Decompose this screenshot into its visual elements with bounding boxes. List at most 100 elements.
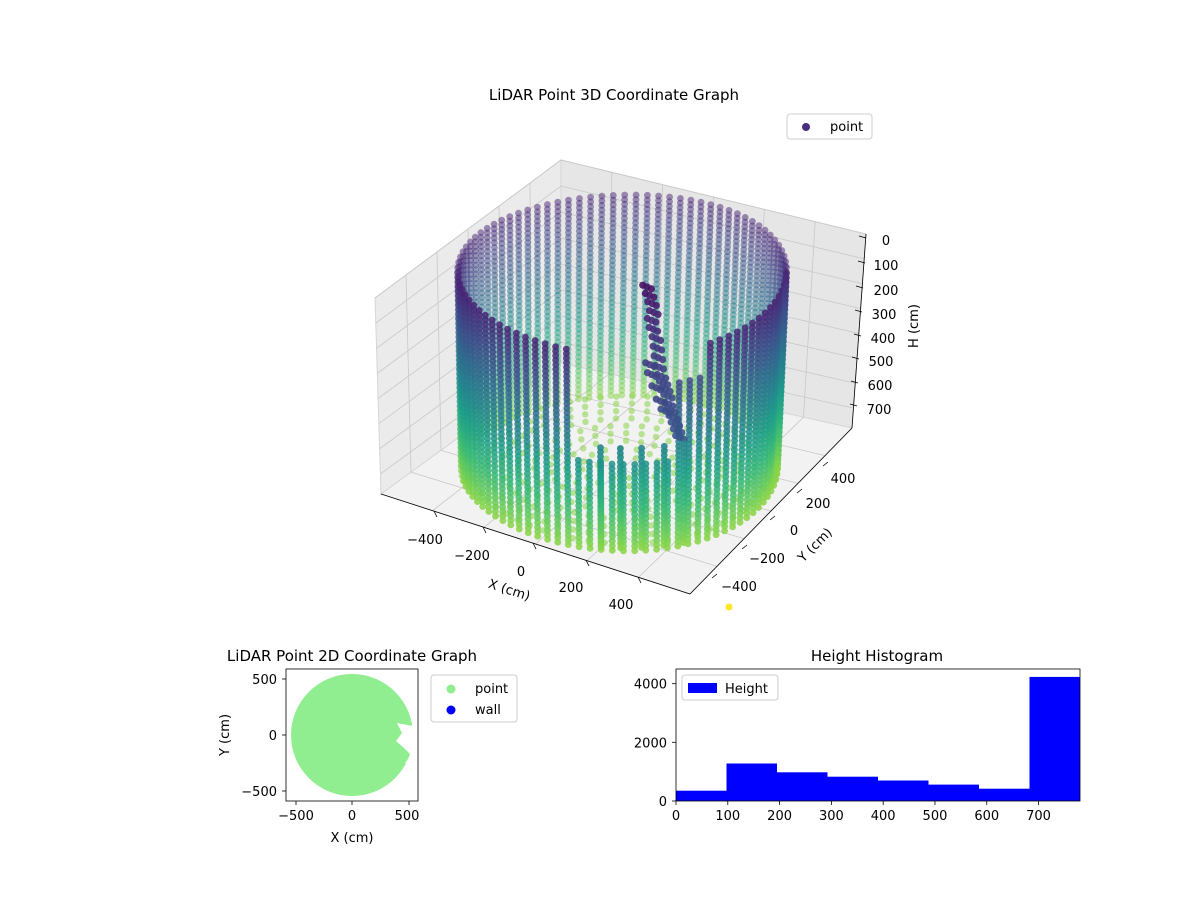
x-tick-label: −200 — [454, 549, 490, 564]
wall-point — [554, 292, 562, 299]
wall-point — [575, 372, 582, 379]
wall-point — [682, 349, 690, 356]
wall-point — [620, 252, 628, 259]
histogram-bar — [979, 788, 1030, 801]
wall-point — [534, 227, 541, 234]
floor-point — [625, 474, 633, 482]
x-tick-mark — [433, 510, 438, 518]
point-disc — [291, 674, 413, 796]
wall-point — [565, 243, 572, 251]
wall-point — [484, 289, 492, 297]
wall-point — [575, 339, 583, 347]
wall-point — [515, 293, 523, 301]
wall-point — [534, 278, 541, 285]
y-tick-label: 200 — [806, 497, 831, 512]
wall-point — [575, 395, 582, 403]
wall-point — [575, 293, 583, 300]
floor-point — [597, 409, 604, 416]
wall-point — [565, 201, 572, 209]
wall-point — [586, 245, 594, 252]
floor-point — [591, 424, 599, 432]
wall-point — [474, 498, 481, 505]
wall-point — [609, 238, 617, 246]
wall-point — [586, 333, 593, 341]
wall-point — [608, 317, 616, 325]
wall-point — [554, 538, 562, 546]
floor-point — [644, 393, 651, 400]
wall-point — [608, 327, 615, 334]
floor-point — [670, 487, 677, 494]
wall-point — [609, 196, 617, 204]
y-axis-label-2d: Y (cm) — [218, 714, 233, 757]
wall-point — [619, 298, 627, 306]
histogram-bar — [777, 772, 828, 801]
wall-point — [630, 298, 638, 306]
wall-point — [575, 241, 583, 249]
wall-point — [544, 243, 551, 250]
wall-point — [608, 336, 615, 344]
wall-point — [515, 251, 523, 259]
z-tick-mark — [851, 356, 860, 360]
wall-point — [685, 266, 693, 273]
wall-point — [714, 272, 721, 280]
floor-point — [646, 450, 653, 458]
floor-point — [651, 442, 658, 449]
floor-point — [581, 396, 589, 403]
wall-point — [575, 325, 583, 333]
wall-point — [586, 231, 594, 238]
wall-point — [575, 386, 582, 393]
point-cloud-foreground-structure — [597, 281, 688, 552]
wall-point — [736, 519, 744, 526]
wall-point — [515, 260, 523, 268]
floor-point — [632, 455, 639, 462]
wall-point — [653, 257, 661, 265]
histogram-y-ticks: 0 2000 4000 — [634, 678, 676, 810]
wall-point — [575, 334, 583, 342]
structure-point — [665, 409, 674, 417]
wall-point — [587, 193, 594, 201]
y-tick-mark — [822, 461, 829, 467]
wall-point — [607, 359, 615, 367]
structure-point — [597, 543, 605, 551]
y-tick-mark — [711, 573, 718, 579]
wall-point — [712, 531, 720, 539]
wall-point — [498, 216, 506, 224]
floor-point — [643, 416, 650, 423]
wall-point — [597, 313, 605, 321]
wall-point — [620, 238, 628, 245]
wall-point — [703, 534, 711, 542]
structure-point — [650, 293, 658, 301]
z-ticks-3d: 0 100 200 300 400 500 600 700 — [849, 234, 898, 418]
wall-point — [544, 219, 551, 227]
wall-point — [691, 392, 699, 400]
wall-point — [491, 281, 499, 288]
wall-point — [684, 289, 692, 296]
structure-point — [661, 399, 669, 407]
wall-point — [643, 215, 651, 222]
z-tick-label: 700 — [867, 403, 892, 418]
x-tick-label: 400 — [871, 809, 896, 824]
wall-point — [564, 290, 572, 297]
structure-point — [617, 544, 624, 552]
wall-point — [695, 277, 702, 284]
wall-point — [585, 370, 593, 378]
wall-point — [554, 231, 562, 239]
histogram-bar — [726, 763, 777, 801]
wall-point — [498, 272, 506, 280]
wall-point — [506, 273, 514, 281]
wall-point — [534, 324, 542, 332]
wall-point — [554, 320, 562, 327]
wall-point — [534, 301, 542, 309]
structure-point — [638, 543, 645, 551]
z-tick-label: 500 — [869, 355, 894, 370]
y-tick-label: −400 — [721, 580, 757, 595]
wall-point — [498, 244, 506, 252]
wall-point — [534, 268, 541, 276]
structure-point — [654, 310, 662, 318]
floor-point — [603, 455, 610, 462]
floor-point — [665, 437, 672, 445]
wall-point — [596, 379, 604, 386]
wall-point — [507, 301, 514, 309]
wall-point — [564, 541, 572, 548]
wall-point — [619, 340, 626, 348]
